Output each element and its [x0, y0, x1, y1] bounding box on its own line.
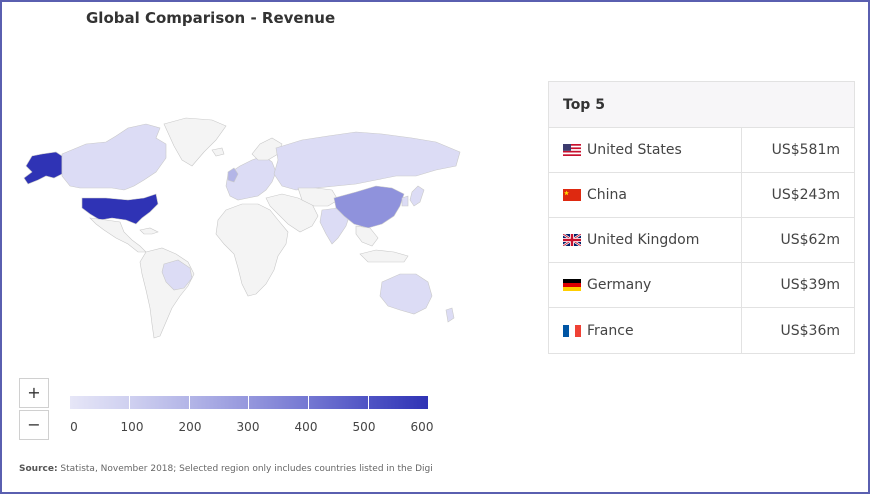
map-region-iceland[interactable]: [211, 147, 225, 157]
table-row: United States US$581m: [549, 128, 854, 173]
table-row: United Kingdom US$62m: [549, 218, 854, 263]
page-title: Global Comparison - Revenue: [86, 9, 336, 27]
legend-tick-label: 400: [294, 420, 318, 434]
source-text: Statista, November 2018; Selected region…: [57, 464, 433, 474]
map-region-caribbean[interactable]: [139, 227, 159, 235]
legend-segment: [129, 396, 190, 409]
world-map[interactable]: [16, 114, 464, 344]
source-note: Source: Statista, November 2018; Selecte…: [19, 464, 463, 474]
legend-tick-label: 0: [70, 420, 78, 434]
country-name: United Kingdom: [587, 232, 700, 248]
de-flag-icon: [563, 279, 581, 291]
country-name: France: [587, 322, 634, 339]
legend-segment: [70, 396, 130, 409]
color-legend: 0 100 200 300 400 500 600: [68, 394, 433, 434]
legend-tick-label: 200: [178, 420, 202, 434]
revenue-value: US$39m: [780, 277, 841, 293]
map-region-africa[interactable]: [215, 203, 289, 297]
country-cell: United States: [549, 128, 742, 172]
country-cell: China: [549, 173, 742, 217]
map-region-canada[interactable]: [61, 123, 167, 191]
uk-flag-icon: [563, 234, 581, 246]
map-region-russia[interactable]: [273, 131, 461, 191]
legend-tick-label: 500: [352, 420, 376, 434]
map-region-alaska[interactable]: [23, 151, 63, 185]
legend-segment: [189, 396, 250, 409]
revenue-value: US$581m: [771, 142, 840, 158]
table-row: Germany US$39m: [549, 263, 854, 308]
map-region-united-states[interactable]: [81, 193, 159, 225]
zoom-in-button[interactable]: +: [19, 378, 49, 408]
map-region-uk[interactable]: [227, 167, 239, 183]
country-cell: France: [549, 308, 742, 353]
legend-color-bar: [70, 396, 428, 409]
map-region-brazil[interactable]: [161, 259, 193, 291]
legend-tick-label: 600: [410, 420, 434, 434]
map-region-mexico[interactable]: [89, 217, 147, 253]
world-map-svg[interactable]: [16, 114, 464, 344]
legend-segment: [249, 396, 310, 409]
us-flag-icon: [563, 144, 581, 156]
map-region-greenland[interactable]: [163, 117, 227, 167]
map-region-southeast-asia[interactable]: [355, 225, 379, 247]
legend-tick-label: 300: [236, 420, 260, 434]
country-cell: United Kingdom: [549, 218, 742, 262]
map-region-south-america[interactable]: [139, 247, 195, 339]
cn-flag-icon: [563, 189, 581, 201]
country-cell: Germany: [549, 263, 742, 307]
revenue-value: US$243m: [771, 187, 840, 203]
map-region-middle-east[interactable]: [265, 193, 319, 233]
map-region-new-zealand[interactable]: [445, 307, 455, 323]
legend-segment: [369, 396, 428, 409]
top5-heading: Top 5: [549, 82, 854, 128]
top5-table: Top 5 United States US$581m: [548, 81, 855, 354]
revenue-value: US$36m: [780, 322, 841, 339]
map-region-korea[interactable]: [401, 195, 409, 207]
map-region-central-asia[interactable]: [297, 187, 339, 207]
source-label: Source:: [19, 464, 58, 474]
zoom-out-button[interactable]: −: [19, 410, 49, 440]
map-region-indonesia[interactable]: [359, 249, 409, 263]
fr-flag-icon: [563, 324, 581, 337]
legend-tick-label: 100: [120, 420, 144, 434]
country-name: China: [587, 187, 627, 203]
table-row: France US$36m: [549, 308, 854, 353]
country-name: Germany: [587, 277, 652, 293]
legend-segment: [309, 396, 370, 409]
map-region-australia[interactable]: [379, 273, 433, 315]
map-region-japan[interactable]: [409, 185, 425, 207]
revenue-value: US$62m: [780, 232, 841, 248]
map-region-china[interactable]: [333, 185, 405, 229]
table-row: China US$243m: [549, 173, 854, 218]
country-name: United States: [587, 142, 682, 158]
map-region-europe[interactable]: [225, 155, 277, 201]
